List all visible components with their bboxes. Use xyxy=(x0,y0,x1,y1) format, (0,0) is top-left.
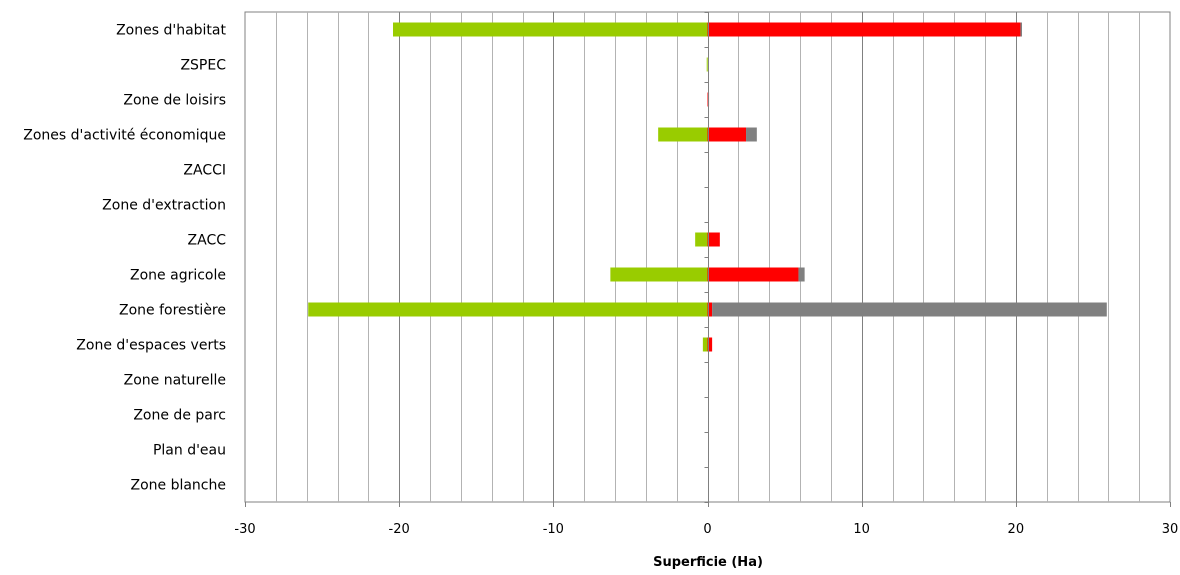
x-tick-label: 20 xyxy=(1008,522,1025,537)
category-label: Zone d'extraction xyxy=(102,198,226,214)
category-label: ZSPEC xyxy=(180,58,226,74)
bar-series-1 xyxy=(610,267,708,282)
bar-series-1 xyxy=(393,22,708,37)
bar-series-1 xyxy=(308,302,708,317)
bar-series-3 xyxy=(746,127,757,142)
bar-series-2 xyxy=(707,267,799,282)
x-tick-label: -30 xyxy=(234,522,255,537)
x-tick-label: 10 xyxy=(853,522,870,537)
category-label: Plan d'eau xyxy=(153,443,226,459)
x-tick-label: -20 xyxy=(389,522,410,537)
bar-series-3 xyxy=(798,267,805,282)
category-label: Zone forestière xyxy=(119,303,226,319)
bar-series-2 xyxy=(707,127,747,142)
category-label: Zone agricole xyxy=(130,268,226,284)
bar-series-1 xyxy=(658,127,708,142)
bar-series-2 xyxy=(707,22,1021,37)
x-tick-label: 30 xyxy=(1162,522,1179,537)
axes xyxy=(245,12,1171,507)
bar-series-1 xyxy=(706,57,708,72)
bar-series-3 xyxy=(712,302,1107,317)
category-label: Zone de parc xyxy=(133,408,226,424)
bar-series-3 xyxy=(1020,22,1022,37)
category-label: Zone naturelle xyxy=(124,373,226,389)
bars xyxy=(308,22,1107,352)
bar-series-2 xyxy=(707,302,713,317)
x-axis-title: Superficie (Ha) xyxy=(653,555,763,570)
category-label: ZACC xyxy=(188,233,227,249)
category-label: ZACCI xyxy=(183,163,226,179)
bar-series-2 xyxy=(707,232,720,247)
category-label: Zone d'espaces verts xyxy=(76,338,226,354)
x-tick-label: 0 xyxy=(703,522,711,537)
bar-series-1 xyxy=(695,232,708,247)
x-tick-label: -10 xyxy=(543,522,564,537)
category-label: Zone de loisirs xyxy=(123,93,226,109)
bar-series-1 xyxy=(702,337,708,352)
labels: Zones d'habitat ZSPEC Zone de loisirs Zones… xyxy=(23,23,1178,538)
category-label: Zones d'activité économique xyxy=(23,128,226,144)
category-label: Zone blanche xyxy=(130,478,226,494)
category-label: Zones d'habitat xyxy=(116,23,226,39)
bar-series-2 xyxy=(707,337,713,352)
